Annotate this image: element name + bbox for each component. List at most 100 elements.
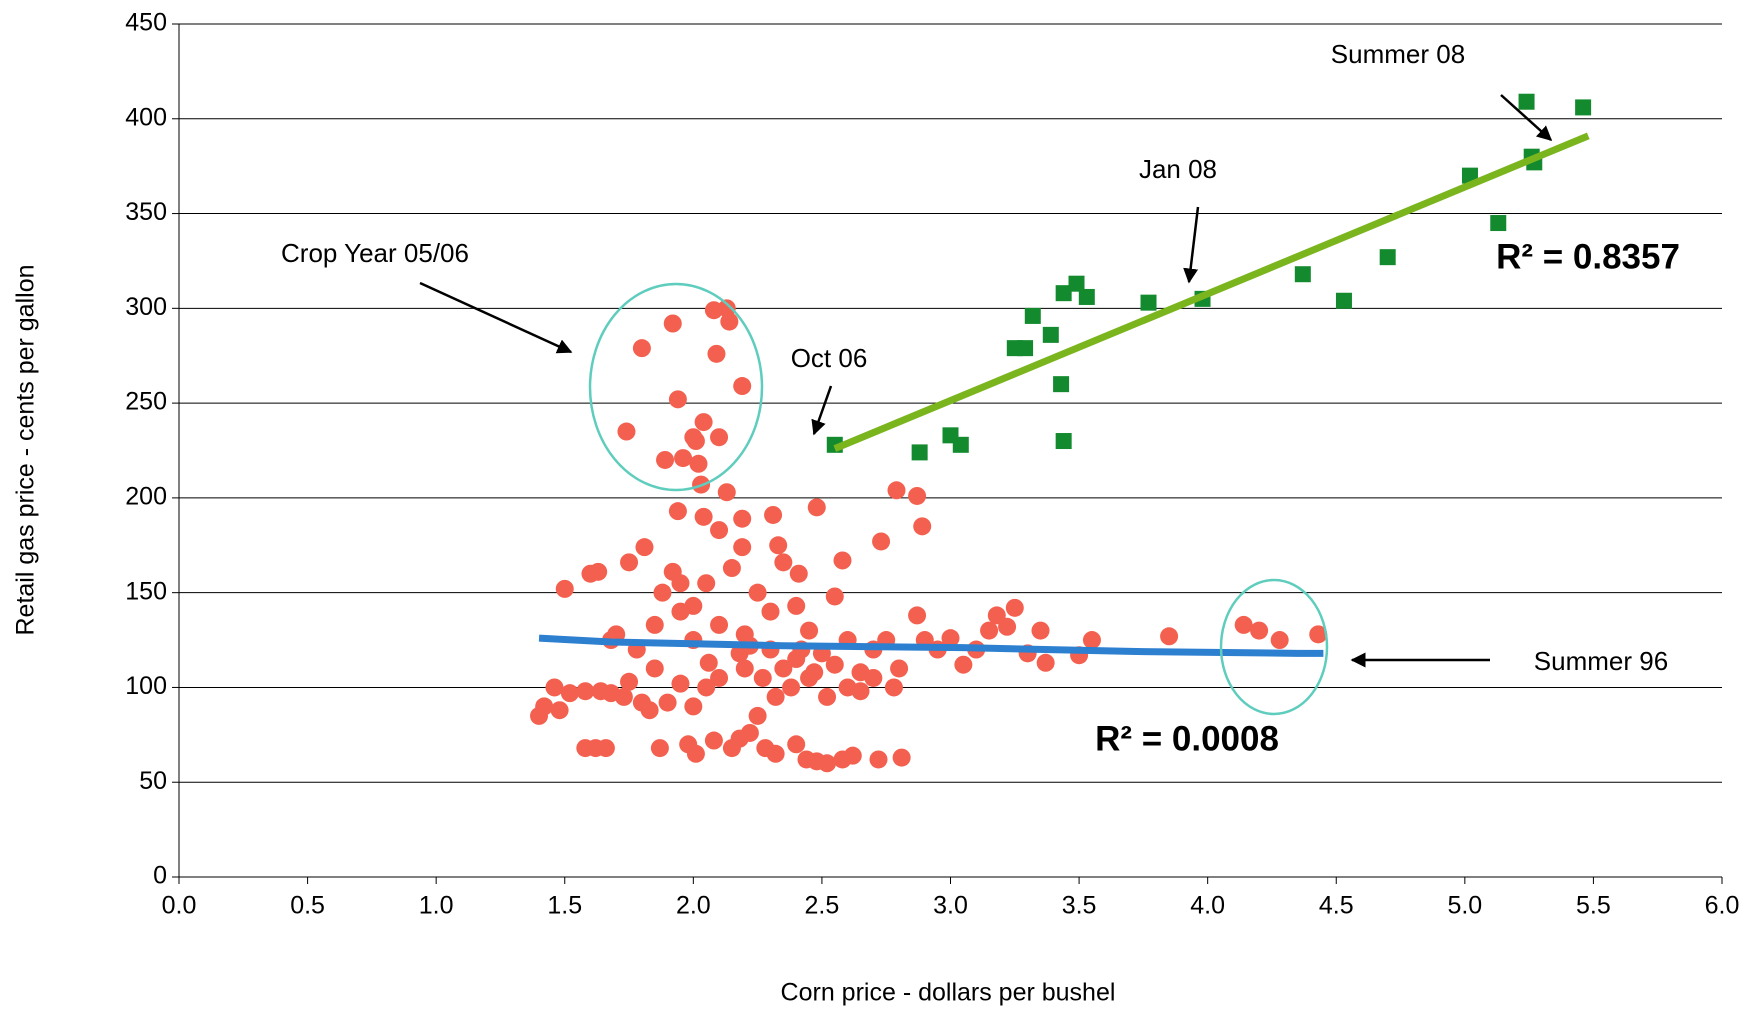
data-point — [694, 413, 713, 432]
data-point — [1005, 598, 1024, 617]
data-point — [668, 502, 687, 521]
data-point — [1309, 625, 1328, 644]
y-tick-label: 250 — [125, 388, 167, 416]
data-point — [614, 687, 633, 706]
y-tick-label: 350 — [125, 198, 167, 226]
data-point — [668, 390, 687, 409]
data-point — [710, 615, 729, 634]
data-point — [1017, 340, 1034, 357]
x-axis-label: Corn price - dollars per bushel — [781, 979, 1116, 1007]
x-tick-label: 3.0 — [933, 892, 968, 920]
data-point — [720, 312, 739, 331]
data-point — [833, 551, 852, 570]
data-point — [764, 505, 783, 524]
data-point — [818, 754, 837, 773]
y-tick-label: 300 — [125, 293, 167, 321]
data-point — [766, 687, 785, 706]
data-point — [596, 739, 615, 758]
x-tick-label: 6.0 — [1705, 892, 1740, 920]
annotation: Crop Year 05/06 — [281, 238, 469, 268]
highlight-ellipse — [1219, 578, 1329, 716]
data-point — [1160, 627, 1179, 646]
data-point — [671, 574, 690, 593]
data-point — [733, 509, 752, 528]
x-tick-label: 5.5 — [1576, 892, 1611, 920]
data-point — [825, 655, 844, 674]
y-tick-label: 0 — [153, 862, 167, 890]
x-tick-label: 2.0 — [676, 892, 711, 920]
data-point — [753, 668, 772, 687]
data-point — [1234, 615, 1253, 634]
x-tick-label: 2.5 — [805, 892, 840, 920]
data-point — [620, 672, 639, 691]
arrow — [1183, 206, 1200, 284]
annotation: Summer 08 — [1331, 39, 1465, 69]
data-point — [843, 746, 862, 765]
r-squared-label: R² = 0.8357 — [1496, 237, 1680, 276]
y-tick-label: 450 — [125, 9, 167, 37]
data-point — [650, 739, 669, 758]
annotation: Summer 96 — [1534, 646, 1668, 676]
data-point — [1036, 653, 1055, 672]
data-point — [1270, 631, 1289, 650]
data-point — [735, 659, 754, 678]
data-point — [632, 339, 651, 358]
data-point — [748, 583, 767, 602]
data-point — [686, 744, 705, 763]
x-tick-label: 1.0 — [419, 892, 454, 920]
x-tick-label: 4.5 — [1319, 892, 1354, 920]
data-point — [1575, 99, 1592, 116]
y-tick-label: 100 — [125, 672, 167, 700]
data-point — [1335, 292, 1352, 309]
x-tick-label: 5.0 — [1447, 892, 1482, 920]
x-tick-label: 1.5 — [547, 892, 582, 920]
data-point — [733, 377, 752, 396]
data-point — [635, 538, 654, 557]
data-point — [800, 621, 819, 640]
data-point — [908, 486, 927, 505]
data-point — [740, 723, 759, 742]
data-point — [774, 659, 793, 678]
data-point — [717, 483, 736, 502]
data-point — [589, 562, 608, 581]
data-point — [550, 701, 569, 720]
arrow — [1500, 94, 1553, 142]
x-tick-label: 0.0 — [162, 892, 197, 920]
data-point — [911, 444, 928, 461]
data-point — [730, 644, 749, 663]
data-point — [671, 674, 690, 693]
data-point — [864, 668, 883, 687]
data-point — [851, 682, 870, 701]
data-point — [892, 748, 911, 767]
data-point — [998, 617, 1017, 636]
data-point — [653, 583, 672, 602]
data-point — [887, 481, 906, 500]
arrow — [419, 281, 573, 354]
data-point — [645, 659, 664, 678]
highlight-ellipse — [588, 282, 764, 492]
data-point — [697, 574, 716, 593]
data-point — [694, 507, 713, 526]
data-point — [710, 428, 729, 447]
data-point — [722, 559, 741, 578]
data-point — [787, 735, 806, 754]
data-point — [684, 697, 703, 716]
data-point — [545, 678, 564, 697]
data-point — [872, 532, 891, 551]
data-point — [952, 436, 969, 453]
data-point — [890, 659, 909, 678]
data-point — [710, 521, 729, 540]
data-point — [733, 538, 752, 557]
data-point — [787, 596, 806, 615]
data-point — [1379, 249, 1396, 266]
data-point — [1031, 621, 1050, 640]
x-tick-label: 3.5 — [1062, 892, 1097, 920]
data-point — [913, 517, 932, 536]
data-point — [769, 536, 788, 555]
data-point — [689, 454, 708, 473]
plot-area: 0 50 100 150 200 250 300 350 400 450 0.0 0.5 1.0 1.5 2… — [125, 9, 1739, 920]
data-point — [807, 498, 826, 517]
data-point — [617, 422, 636, 441]
annotation: Oct 06 — [791, 343, 868, 373]
